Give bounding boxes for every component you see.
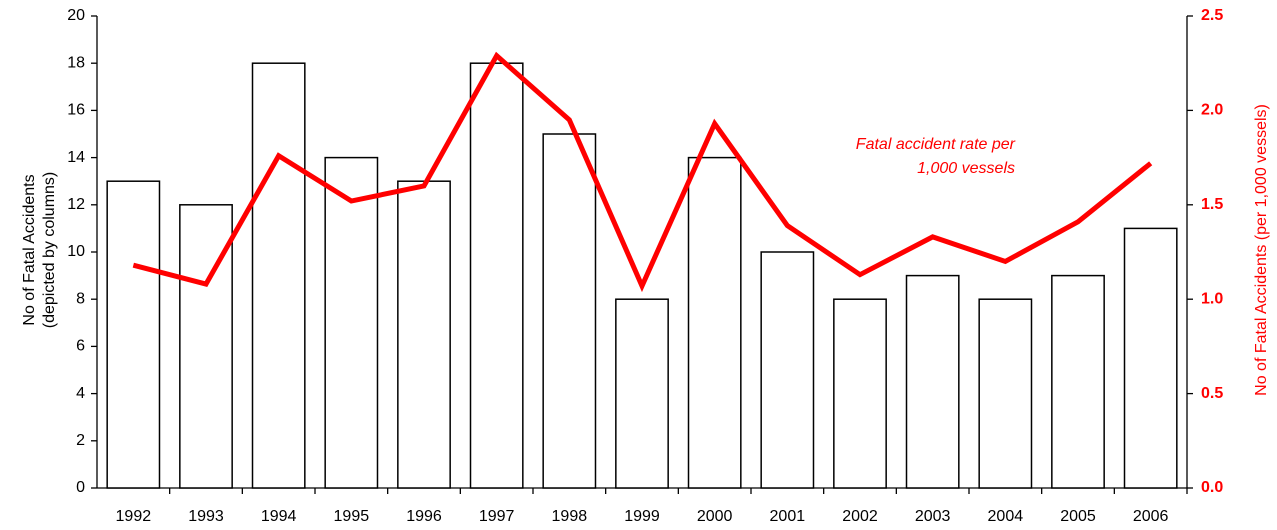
y2-tick-label: 0.5 (1201, 385, 1223, 402)
x-tick-label: 2004 (988, 508, 1024, 525)
y-axis-label: No of Fatal Accidents (21, 174, 38, 325)
x-tick-label: 2002 (842, 508, 878, 525)
y2-tick-label: 1.5 (1201, 196, 1223, 213)
x-tick-label: 1995 (334, 508, 370, 525)
x-tick-label: 1994 (261, 508, 297, 525)
y-axis-label: (depicted by columns) (41, 172, 58, 329)
y-tick-label: 18 (67, 54, 85, 71)
bar (1051, 274, 1105, 489)
bar (615, 298, 669, 489)
y2-tick-label: 2.5 (1201, 7, 1223, 24)
bar (469, 62, 524, 489)
y-tick-label: 16 (67, 102, 85, 119)
bar (397, 180, 451, 489)
x-tick-label: 1999 (624, 508, 660, 525)
y-tick-label: 4 (76, 385, 85, 402)
x-tick-label: 1998 (552, 508, 588, 525)
y2-tick-label: 0.0 (1201, 479, 1223, 496)
x-tick-label: 1993 (188, 508, 224, 525)
x-tick-label: 2003 (915, 508, 951, 525)
x-tick-label: 1996 (406, 508, 442, 525)
bar (106, 180, 161, 489)
y-tick-label: 0 (76, 479, 85, 496)
x-tick-label: 2000 (697, 508, 733, 525)
y-tick-label: 14 (67, 149, 85, 166)
x-tick-label: 1997 (479, 508, 515, 525)
y2-axis-label: No of Fatal Accidents (per 1,000 vessels… (1253, 104, 1270, 396)
annotation: 1,000 vessels (917, 160, 1015, 177)
y2-tick-label: 2.0 (1201, 102, 1223, 119)
y-tick-label: 12 (67, 196, 85, 213)
bar (542, 133, 597, 489)
y-tick-label: 20 (67, 7, 85, 24)
x-tick-label: 2001 (770, 508, 806, 525)
y-tick-label: 2 (76, 432, 85, 449)
rate-line (132, 51, 1153, 293)
bar (978, 298, 1033, 489)
x-tick-label: 2005 (1060, 508, 1096, 525)
bar (324, 156, 379, 489)
bar (251, 62, 306, 489)
bar (687, 156, 742, 489)
y-tick-label: 8 (76, 290, 85, 307)
y2-tick-label: 1.0 (1201, 290, 1223, 307)
y-tick-label: 6 (76, 338, 85, 355)
x-tick-label: 1992 (116, 508, 152, 525)
bar (1123, 227, 1178, 489)
bar (760, 251, 815, 489)
x-tick-label: 2006 (1133, 508, 1169, 525)
annotation: Fatal accident rate per (856, 136, 1016, 153)
bar (833, 298, 887, 489)
y-tick-label: 10 (67, 243, 85, 260)
bar (905, 274, 960, 489)
